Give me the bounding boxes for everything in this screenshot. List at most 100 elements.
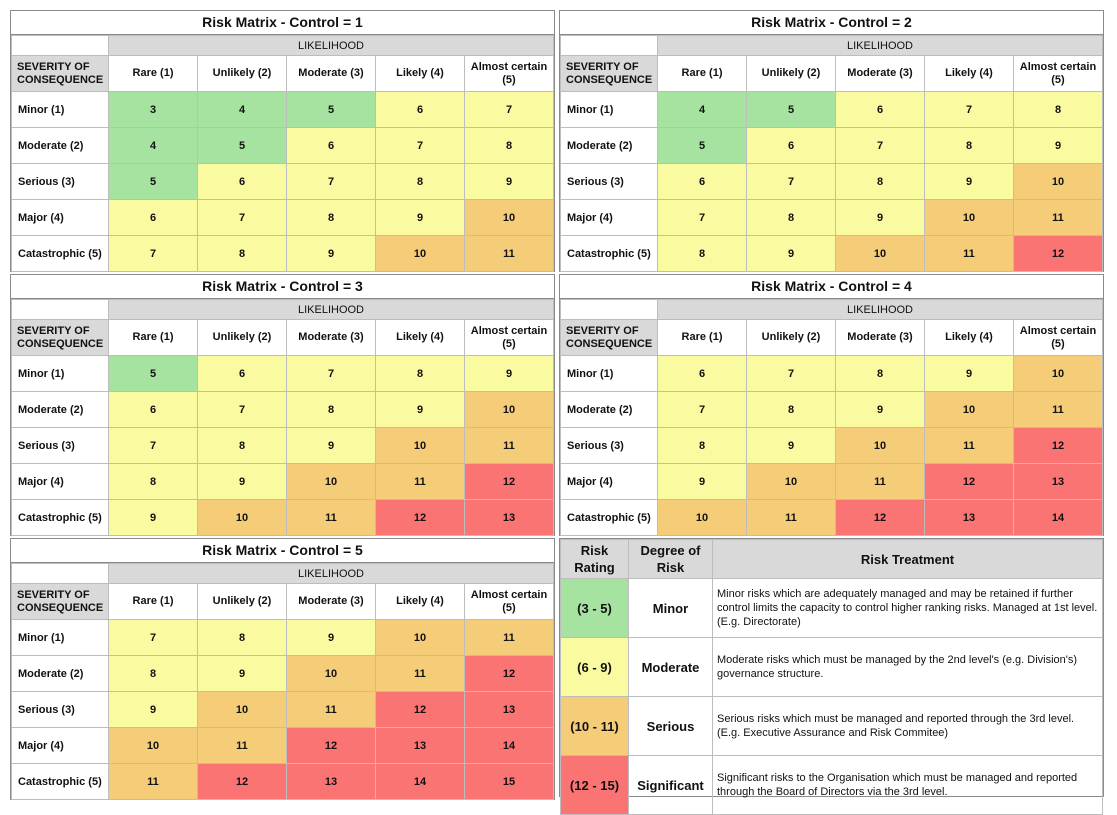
risk-score-cell: 8 [286,391,376,428]
column-header: Unlikely (2) [746,319,836,356]
row-label: Moderate (2) [11,127,109,164]
risk-score-cell: 8 [108,655,198,692]
legend-degree: Minor [628,578,713,638]
risk-score-cell: 11 [197,727,287,764]
risk-score-cell: 9 [924,355,1014,392]
risk-score-cell: 11 [286,499,376,536]
legend-rating: (3 - 5) [560,578,629,638]
row-label: Minor (1) [560,355,658,392]
risk-score-cell: 9 [197,655,287,692]
severity-label: SEVERITY OF CONSEQUENCE [560,55,658,92]
corner-blank [560,299,658,320]
risk-score-cell: 7 [657,391,747,428]
legend-treatment: Moderate risks which must be managed by … [712,637,1103,697]
risk-score-cell: 5 [657,127,747,164]
legend-header-degree: Degree of Risk [628,539,713,579]
risk-score-cell: 7 [835,127,925,164]
risk-matrix-table: LIKELIHOOD SEVERITY OF CONSEQUENCE Rare (1… [560,35,1103,272]
column-header: Almost certain (5) [464,583,554,620]
risk-score-cell: 10 [835,427,925,464]
risk-matrix-table: LIKELIHOOD SEVERITY OF CONSEQUENCE Rare (1… [11,299,554,536]
risk-score-cell: 10 [197,499,287,536]
risk-score-cell: 8 [197,619,287,656]
risk-score-cell: 10 [375,427,465,464]
risk-score-cell: 8 [197,427,287,464]
risk-score-cell: 6 [375,91,465,128]
risk-score-cell: 8 [197,235,287,272]
matrix-title: Risk Matrix - Control = 4 [560,275,1103,299]
column-header: Moderate (3) [835,319,925,356]
matrix-title: Risk Matrix - Control = 3 [11,275,554,299]
risk-score-cell: 12 [375,499,465,536]
risk-score-cell: 9 [464,163,554,200]
risk-score-cell: 11 [464,427,554,464]
severity-label: SEVERITY OF CONSEQUENCE [11,583,109,620]
risk-score-cell: 10 [375,235,465,272]
row-label: Serious (3) [560,163,658,200]
matrix-row: Catastrophic (5) 10 11 12 13 14 [560,499,1103,536]
risk-score-cell: 11 [108,763,198,800]
risk-score-cell: 10 [835,235,925,272]
risk-score-cell: 10 [286,655,376,692]
risk-score-cell: 5 [108,163,198,200]
row-label: Major (4) [11,727,109,764]
matrix-row: Minor (1) 6 7 8 9 10 [560,355,1103,392]
risk-score-cell: 13 [924,499,1014,536]
column-header: Almost certain (5) [1013,319,1103,356]
legend-row: (10 - 11) Serious Serious risks which must… [560,696,1103,756]
matrix-row: Moderate (2) 7 8 9 10 11 [560,391,1103,428]
risk-score-cell: 11 [924,427,1014,464]
row-label: Catastrophic (5) [11,499,109,536]
risk-score-cell: 14 [464,727,554,764]
risk-score-cell: 13 [464,691,554,728]
matrix-row: Moderate (2) 4 5 6 7 8 [11,127,554,164]
risk-score-cell: 7 [746,163,836,200]
risk-score-cell: 12 [375,691,465,728]
matrix-row: Serious (3) 5 6 7 8 9 [11,163,554,200]
column-header: Likely (4) [924,55,1014,92]
risk-matrix-control-2: Risk Matrix - Control = 2 LIKELIHOOD SEVER… [559,10,1104,272]
risk-score-cell: 8 [375,163,465,200]
risk-score-cell: 12 [286,727,376,764]
risk-score-cell: 8 [835,355,925,392]
legend-header-treatment: Risk Treatment [712,539,1103,579]
risk-score-cell: 6 [657,163,747,200]
likelihood-label: LIKELIHOOD [657,35,1103,56]
risk-score-cell: 8 [286,199,376,236]
column-header: Rare (1) [657,319,747,356]
matrix-title: Risk Matrix - Control = 2 [560,11,1103,35]
risk-matrix-control-4: Risk Matrix - Control = 4 LIKELIHOOD SEVER… [559,274,1104,536]
legend-row: (3 - 5) Minor Minor risks which are adequa… [560,578,1103,638]
severity-label: SEVERITY OF CONSEQUENCE [560,319,658,356]
risk-score-cell: 14 [1013,499,1103,536]
risk-score-cell: 5 [286,91,376,128]
risk-score-cell: 11 [924,235,1014,272]
risk-score-cell: 6 [108,391,198,428]
risk-score-cell: 7 [464,91,554,128]
risk-score-cell: 9 [286,235,376,272]
legend-degree: Moderate [628,637,713,697]
likelihood-label: LIKELIHOOD [108,35,554,56]
column-header: Rare (1) [108,319,198,356]
column-header: Almost certain (5) [464,55,554,92]
risk-score-cell: 8 [464,127,554,164]
column-header: Moderate (3) [286,55,376,92]
risk-score-cell: 6 [108,199,198,236]
risk-score-cell: 10 [657,499,747,536]
risk-score-cell: 7 [197,391,287,428]
likelihood-label: LIKELIHOOD [108,563,554,584]
risk-score-cell: 13 [375,727,465,764]
matrix-row: Major (4) 10 11 12 13 14 [11,727,554,764]
legend-rating: (6 - 9) [560,637,629,697]
risk-score-cell: 9 [375,199,465,236]
risk-score-cell: 7 [286,355,376,392]
risk-score-cell: 6 [197,355,287,392]
risk-score-cell: 9 [1013,127,1103,164]
risk-score-cell: 9 [108,691,198,728]
risk-score-cell: 10 [375,619,465,656]
column-header: Likely (4) [375,319,465,356]
row-label: Moderate (2) [560,127,658,164]
matrix-row: Catastrophic (5) 9 10 11 12 13 [11,499,554,536]
risk-score-cell: 10 [197,691,287,728]
risk-score-cell: 9 [835,391,925,428]
